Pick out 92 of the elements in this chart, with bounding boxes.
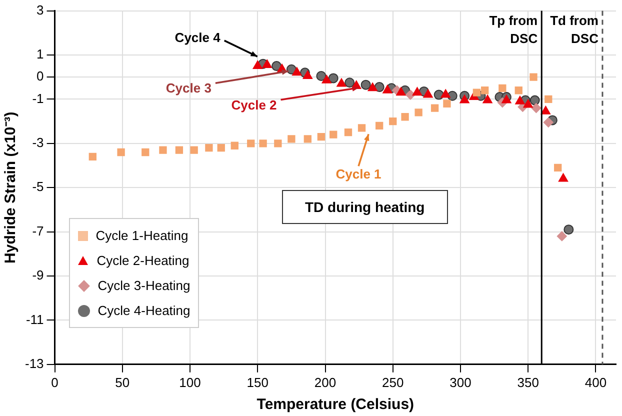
point: [292, 67, 302, 76]
point: [274, 140, 282, 148]
point: [358, 124, 366, 132]
point: [302, 70, 312, 79]
y-axis-title: Hydride Strain (x10⁻³): [2, 112, 20, 264]
point: [412, 87, 422, 96]
y-tick-label: -5: [32, 179, 44, 194]
annotation: Cycle 2: [231, 97, 277, 112]
y-tick-label: 1: [36, 46, 44, 62]
point: [396, 87, 406, 96]
point: [480, 86, 489, 94]
x-tick-label: 150: [246, 374, 268, 390]
point: [262, 59, 272, 68]
point: [530, 73, 538, 81]
point: [376, 122, 384, 130]
point: [543, 117, 554, 128]
point: [190, 146, 198, 154]
point: [344, 78, 355, 88]
legend-label: Cycle 3-Heating: [98, 278, 190, 294]
point: [368, 82, 378, 92]
point: [317, 132, 326, 141]
point: [344, 128, 352, 136]
point: [564, 224, 574, 235]
x-tick-label: 100: [179, 374, 201, 390]
point: [502, 94, 512, 104]
point: [482, 94, 492, 104]
point: [440, 89, 450, 98]
point: [252, 60, 262, 70]
point: [556, 231, 567, 242]
point: [328, 73, 338, 84]
annotation: Cycle 1: [336, 166, 382, 182]
x-axis-title: Temperature (Celsius): [256, 396, 414, 414]
point: [336, 78, 346, 87]
point: [515, 96, 525, 104]
point: [558, 173, 568, 182]
x-tick-label: 300: [450, 374, 472, 390]
x-tick-label: 250: [382, 374, 404, 390]
point: [360, 80, 371, 90]
point: [401, 113, 409, 121]
ref-line-label: Td from DSC: [550, 12, 600, 46]
legend-label: Cycle 2-Heating: [96, 253, 190, 268]
point: [316, 70, 326, 81]
point: [175, 146, 184, 154]
point: [117, 148, 125, 156]
ref-line-label: Tp from DSC: [489, 12, 538, 46]
point: [531, 103, 542, 114]
point: [554, 164, 562, 172]
point: [330, 130, 338, 138]
x-tick-label: 50: [115, 374, 130, 390]
point: [288, 135, 296, 143]
y-tick-label: -1: [32, 90, 44, 106]
point: [472, 88, 481, 96]
point: [304, 135, 312, 143]
point: [544, 95, 552, 104]
point: [530, 95, 540, 106]
point: [430, 104, 439, 112]
point: [88, 152, 96, 160]
y-tick-label: -3: [32, 134, 44, 150]
point: [230, 142, 238, 150]
x-tick-label: 400: [584, 374, 607, 390]
point: [205, 144, 213, 152]
y-tick-label: -9: [32, 268, 44, 283]
legend-label: Cycle 1-Heating: [96, 228, 188, 244]
y-tick-label: 3: [36, 2, 44, 18]
annotation: Cycle 3: [166, 80, 212, 96]
x-tick-label: 200: [314, 374, 336, 390]
y-tick-label: 0: [36, 68, 44, 84]
y-tick-label: -7: [32, 223, 44, 238]
legend-label: Cycle 4-Heating: [98, 303, 190, 318]
point: [247, 140, 255, 148]
point: [259, 140, 267, 148]
point: [389, 117, 397, 126]
point: [523, 99, 533, 108]
x-tick-label: 350: [517, 374, 539, 390]
annotation: Cycle 4: [174, 30, 222, 46]
point: [443, 100, 451, 108]
y-tick-label: -11: [26, 312, 44, 327]
x-tick-label: 0: [51, 374, 58, 390]
point: [498, 84, 506, 92]
point: [514, 86, 522, 94]
point: [142, 148, 150, 156]
point: [382, 84, 392, 94]
point: [423, 89, 433, 98]
y-tick-label: -13: [24, 356, 44, 371]
point: [374, 82, 384, 92]
point: [414, 108, 422, 116]
point: [159, 146, 167, 154]
point: [540, 106, 551, 114]
point: [217, 144, 225, 152]
point: [322, 74, 332, 84]
text-box: TD during heating: [282, 190, 448, 224]
point: [460, 94, 470, 104]
